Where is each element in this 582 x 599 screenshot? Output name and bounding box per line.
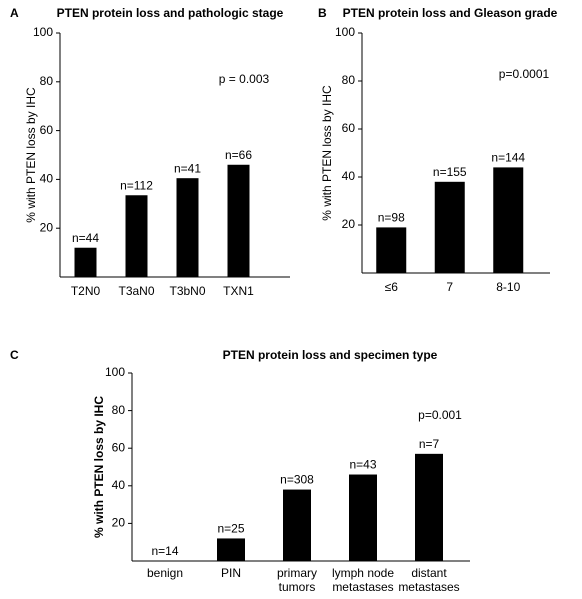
bar: [376, 227, 407, 273]
y-tick-label: 60: [40, 123, 54, 137]
x-tick-label: tumors: [279, 580, 316, 594]
x-tick-label: primary: [277, 566, 317, 580]
sample-size-label: n=41: [174, 161, 201, 175]
annotation: p = 0.003: [219, 72, 270, 86]
y-tick-label: 20: [342, 217, 356, 231]
y-axis-label: % with PTEN loss by IHC: [92, 396, 106, 538]
y-tick-label: 80: [40, 74, 54, 88]
x-tick-label: 7: [446, 280, 453, 294]
x-tick-label: ≤6: [385, 280, 399, 294]
sample-size-label: n=14: [151, 544, 178, 558]
sample-size-label: n=43: [349, 458, 376, 472]
x-tick-label: distant: [411, 566, 447, 580]
y-tick-label: 60: [342, 121, 356, 135]
bar: [283, 489, 311, 561]
x-tick-label: PIN: [221, 566, 241, 580]
x-tick-label: metastases: [398, 580, 459, 594]
y-axis-label: % with PTEN loss by IHC: [24, 87, 38, 223]
sample-size-label: n=25: [217, 522, 244, 536]
chart-title: PTEN protein loss and specimen type: [223, 348, 438, 362]
bar: [434, 181, 465, 273]
chart-title: PTEN protein loss and pathologic stage: [57, 6, 284, 20]
sample-size-label: n=7: [419, 437, 440, 451]
y-tick-label: 100: [105, 365, 125, 379]
bar: [176, 178, 199, 277]
x-tick-label: 8-10: [496, 280, 520, 294]
bar: [227, 164, 250, 277]
y-tick-label: 40: [342, 169, 356, 183]
sample-size-label: n=112: [120, 178, 153, 192]
bar: [349, 474, 377, 561]
y-axis-label: % with PTEN loss by IHC: [320, 85, 334, 221]
panel-label: A: [10, 6, 19, 20]
x-tick-label: T2N0: [71, 284, 101, 298]
bar: [415, 453, 443, 561]
x-tick-label: T3bN0: [169, 284, 205, 298]
sample-size-label: n=66: [225, 148, 252, 162]
bar: [74, 247, 97, 277]
x-tick-label: metastases: [332, 580, 393, 594]
panel-label: C: [10, 348, 19, 362]
panel-label: B: [318, 6, 327, 20]
x-tick-label: TXN1: [223, 284, 254, 298]
sample-size-label: n=44: [72, 231, 99, 245]
y-tick-label: 80: [112, 403, 126, 417]
y-tick-label: 60: [112, 440, 126, 454]
y-tick-label: 40: [40, 172, 54, 186]
sample-size-label: n=308: [280, 473, 314, 487]
bar: [125, 195, 148, 277]
x-tick-label: benign: [147, 566, 183, 580]
sample-size-label: n=155: [433, 165, 467, 179]
y-tick-label: 100: [335, 25, 355, 39]
y-tick-label: 80: [342, 73, 356, 87]
y-tick-label: 20: [112, 516, 126, 530]
annotation: p=0.001: [418, 408, 462, 422]
x-tick-label: T3aN0: [118, 284, 154, 298]
annotation: p=0.0001: [499, 67, 550, 81]
y-tick-label: 20: [40, 220, 54, 234]
sample-size-label: n=144: [491, 151, 525, 165]
x-tick-label: lymph node: [332, 566, 394, 580]
y-tick-label: 100: [33, 25, 53, 39]
bar: [493, 167, 524, 273]
bar: [217, 538, 245, 561]
y-tick-label: 40: [112, 478, 126, 492]
chart-title: PTEN protein loss and Gleason grade: [343, 6, 558, 20]
sample-size-label: n=98: [378, 211, 405, 225]
